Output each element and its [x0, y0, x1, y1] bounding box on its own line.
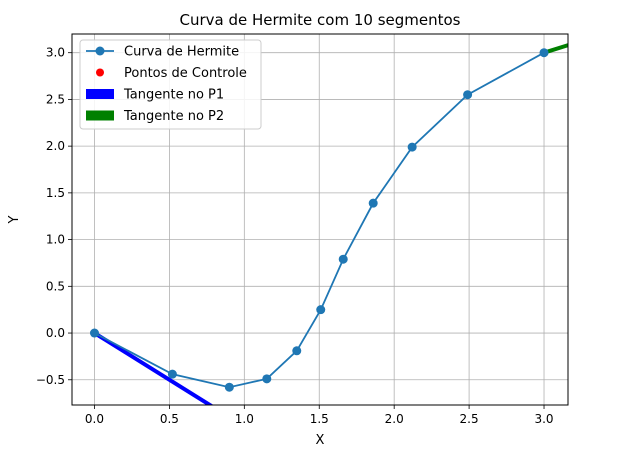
- y-tick-label: 1.5: [46, 186, 65, 200]
- legend-label: Tangente no P1: [123, 88, 224, 103]
- curve-point: [368, 198, 378, 208]
- curve-point: [292, 346, 302, 356]
- legend-patch-swatch: [86, 110, 114, 121]
- legend-box: [79, 39, 262, 130]
- axis-ticks: 0.0 0.5 1.0 1.5 2.0 2.5 3.0 −0.5 0.0 0.5 1.0 1.5 2.0…: [36, 46, 554, 426]
- y-tick-label: 0.0: [46, 326, 65, 340]
- curve-point: [224, 382, 234, 392]
- series-line-2: [93, 331, 214, 405]
- curve-point: [463, 90, 473, 100]
- legend-entry: Curva de Hermite: [86, 45, 239, 60]
- curve-point: [316, 305, 326, 315]
- x-tick-label: 2.5: [460, 412, 479, 426]
- legend-marker-swatch: [96, 68, 104, 77]
- x-axis-label: X: [316, 433, 325, 448]
- legend-patch-swatch: [86, 89, 114, 99]
- x-tick-label: 0.0: [85, 412, 104, 426]
- y-tick-label: 1.0: [46, 233, 65, 247]
- curve-point: [539, 48, 549, 58]
- curve-point: [262, 374, 272, 384]
- x-tick-label: 1.0: [235, 412, 254, 426]
- curve-point: [167, 369, 177, 379]
- legend: Curva de Hermite Pontos de Controle Tangen…: [79, 39, 262, 130]
- y-tick-label: −0.5: [36, 373, 65, 387]
- data-layer: [89, 43, 568, 405]
- y-tick-label: 2.5: [46, 92, 65, 106]
- y-tick-label: 0.5: [46, 279, 65, 293]
- y-axis-label: Y: [7, 215, 22, 224]
- plot-frame: [71, 33, 569, 406]
- legend-label: Curva de Hermite: [124, 45, 239, 60]
- x-tick-label: 2.0: [385, 412, 404, 426]
- y-tick-label: 2.0: [46, 139, 65, 153]
- series-line-3: [543, 43, 568, 55]
- legend-label: Pontos de Controle: [124, 66, 247, 81]
- legend-entry: Tangente no P1: [86, 88, 224, 103]
- chart-title: Curva de Hermite com 10 segmentos: [179, 11, 460, 29]
- legend-label: Tangente no P2: [123, 109, 224, 124]
- x-tick-label: 1.5: [310, 412, 329, 426]
- curve-point: [407, 142, 417, 152]
- x-tick-label: 0.5: [160, 412, 179, 426]
- curve-point: [89, 328, 99, 338]
- legend-entry: Tangente no P2: [86, 109, 224, 124]
- x-tick-label: 3.0: [534, 412, 553, 426]
- legend-entry: Pontos de Controle: [96, 66, 247, 81]
- legend-marker-swatch: [95, 46, 105, 56]
- curve-point: [338, 254, 348, 264]
- y-tick-label: 3.0: [46, 46, 65, 60]
